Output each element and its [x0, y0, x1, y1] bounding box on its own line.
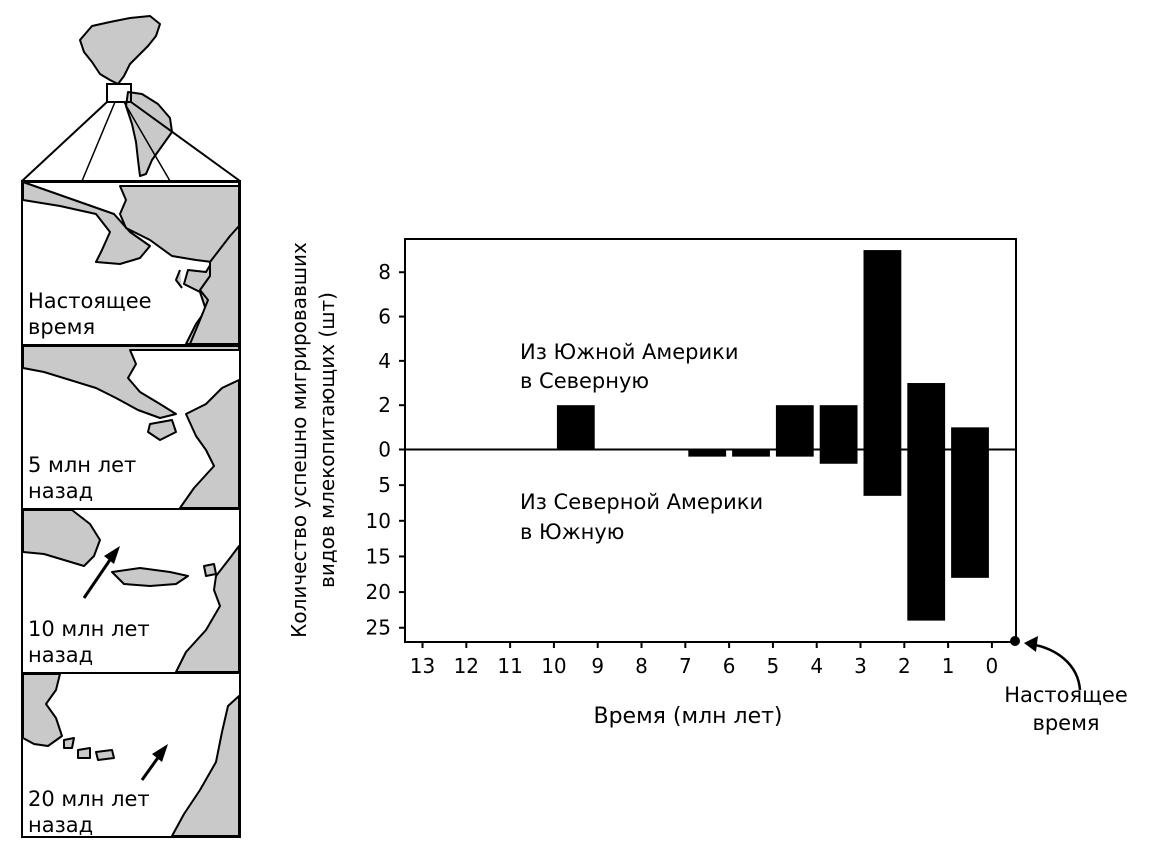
migration-arrow-icon: [82, 553, 116, 599]
land-mass: [22, 345, 240, 419]
land-mass: [22, 509, 101, 567]
bar-north-to-south: [951, 449, 989, 578]
bar-north-to-south: [819, 449, 858, 464]
bar-south-to-north: [556, 405, 595, 450]
land-mass: [147, 419, 177, 441]
plot-frame: [404, 238, 1017, 643]
present-arrow-head-icon: [1024, 636, 1038, 652]
y-axis-label-line: Количество успешно мигрировавших: [287, 242, 311, 638]
bar-south-to-north: [819, 405, 858, 450]
y-tick-label-upper: 4: [378, 349, 391, 373]
y-tick-label-upper: 2: [378, 393, 391, 417]
map-label-line: Настоящее: [28, 289, 152, 313]
map-panel-present: Настоящее время: [21, 180, 241, 346]
bar-south-to-north: [775, 405, 814, 450]
bar-north-to-south: [732, 449, 770, 457]
x-tick-label: 0: [986, 654, 999, 678]
map-panel-5ma: 5 млн лет назад: [21, 344, 241, 510]
arrow-head-icon: [152, 744, 168, 762]
x-tick-label: 9: [591, 654, 604, 678]
bar-north-to-south: [863, 449, 902, 496]
upper-region-label-line: Из Южной Америки: [520, 340, 738, 364]
present-pointer-arrow-icon: [1029, 642, 1082, 691]
x-tick-label: 12: [454, 654, 479, 678]
y-tick-label-lower: 20: [366, 580, 391, 604]
x-tick-label: 5: [767, 654, 780, 678]
y-tick-label-lower: 25: [366, 616, 391, 640]
bar-south-to-north: [951, 427, 989, 450]
x-tick-label: 7: [679, 654, 692, 678]
bar-north-to-south: [775, 449, 814, 457]
land-mass: [111, 567, 189, 587]
x-tick-label: 2: [898, 654, 911, 678]
y-axis-label: Количество успешно мигрировавших видов м…: [287, 242, 339, 638]
y-tick-label-lower: 15: [366, 544, 391, 568]
map-panel-10ma: 10 млн лет назад: [21, 508, 241, 674]
globe-map: [21, 15, 241, 182]
land-mass: [95, 749, 115, 761]
present-label-line: Настоящее: [1004, 683, 1128, 707]
bar-north-to-south: [688, 449, 727, 457]
land-mass: [22, 673, 63, 747]
y-tick-label-upper: 6: [378, 305, 391, 329]
map-label-line: назад: [28, 813, 93, 837]
x-tick-label: 10: [541, 654, 566, 678]
y-tick-label-lower: 0: [378, 438, 391, 462]
map-label-line: назад: [28, 643, 93, 667]
map-label-line: время: [28, 315, 95, 339]
land-mass: [203, 563, 217, 577]
map-panel-20ma: 20 млн лет назад: [21, 672, 241, 838]
y-tick-label-lower: 5: [378, 473, 391, 497]
present-label-line: время: [1032, 711, 1099, 735]
map-label-line: назад: [28, 479, 93, 503]
zoom-box: [106, 83, 132, 103]
x-tick-label: 3: [854, 654, 867, 678]
land-mass: [171, 695, 240, 837]
x-tick-label: 1: [942, 654, 955, 678]
land-mass: [63, 737, 75, 749]
map-label-line: 20 млн лет: [28, 787, 150, 811]
upper-region-label-line: в Северную: [520, 369, 649, 393]
x-tick-label: 8: [635, 654, 648, 678]
arrow-head-icon: [104, 546, 120, 564]
bar-south-to-north: [863, 250, 902, 450]
x-tick-label: 13: [410, 654, 435, 678]
bar-south-to-north: [907, 383, 946, 450]
land-mass: [189, 225, 240, 345]
south-america-shape: [125, 91, 173, 177]
x-ticks-group: 13 12 11 10 9 8 7 6 5 4 3 2 1 0: [410, 642, 998, 678]
bars-group: [556, 250, 989, 621]
map-label-line: 5 млн лет: [28, 453, 136, 477]
x-axis-label: Время (млн лет): [593, 704, 782, 729]
present-time-marker: [1010, 636, 1020, 646]
map-label-line: 10 млн лет: [28, 617, 150, 641]
y-ticks-group: 2 4 6 8 0 5 10 15 20 25: [366, 260, 405, 640]
land-mass: [77, 747, 91, 759]
x-tick-label: 4: [810, 654, 823, 678]
x-tick-label: 6: [723, 654, 736, 678]
land-mass: [22, 181, 240, 345]
north-america-shape: [79, 15, 161, 85]
land-mass: [175, 545, 240, 673]
y-tick-label-upper: 8: [378, 260, 391, 284]
lower-region-label-line: в Южную: [520, 520, 624, 544]
y-axis-label-line: видов млекопитающих (шт): [315, 292, 339, 588]
y-tick-label-lower: 10: [366, 509, 391, 533]
lower-region-label-line: Из Северной Америки: [520, 490, 763, 514]
bar-north-to-south: [907, 449, 946, 621]
x-tick-label: 11: [497, 654, 522, 678]
